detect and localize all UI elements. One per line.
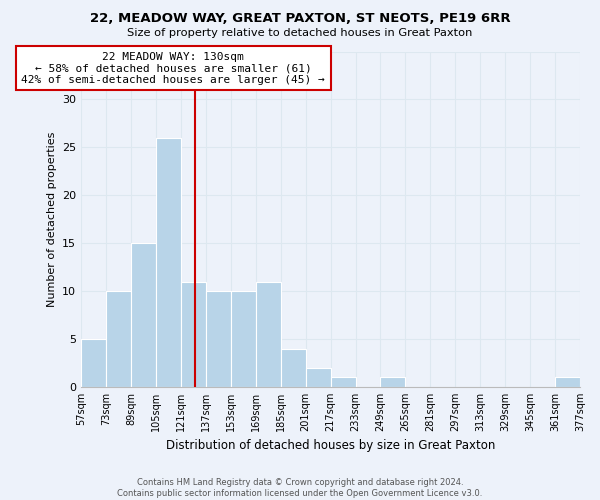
Text: 22, MEADOW WAY, GREAT PAXTON, ST NEOTS, PE19 6RR: 22, MEADOW WAY, GREAT PAXTON, ST NEOTS, … — [89, 12, 511, 26]
Bar — [281, 348, 305, 387]
Bar — [131, 243, 156, 387]
Bar — [555, 378, 580, 387]
Text: 22 MEADOW WAY: 130sqm
← 58% of detached houses are smaller (61)
42% of semi-deta: 22 MEADOW WAY: 130sqm ← 58% of detached … — [21, 52, 325, 84]
Y-axis label: Number of detached properties: Number of detached properties — [47, 132, 56, 307]
Bar — [305, 368, 331, 387]
X-axis label: Distribution of detached houses by size in Great Paxton: Distribution of detached houses by size … — [166, 440, 495, 452]
Bar — [256, 282, 281, 387]
Text: Size of property relative to detached houses in Great Paxton: Size of property relative to detached ho… — [127, 28, 473, 38]
Bar — [81, 339, 106, 387]
Text: Contains HM Land Registry data © Crown copyright and database right 2024.
Contai: Contains HM Land Registry data © Crown c… — [118, 478, 482, 498]
Bar — [206, 291, 231, 387]
Bar — [106, 291, 131, 387]
Bar — [156, 138, 181, 387]
Bar — [231, 291, 256, 387]
Bar — [380, 378, 406, 387]
Bar — [181, 282, 206, 387]
Bar — [331, 378, 356, 387]
